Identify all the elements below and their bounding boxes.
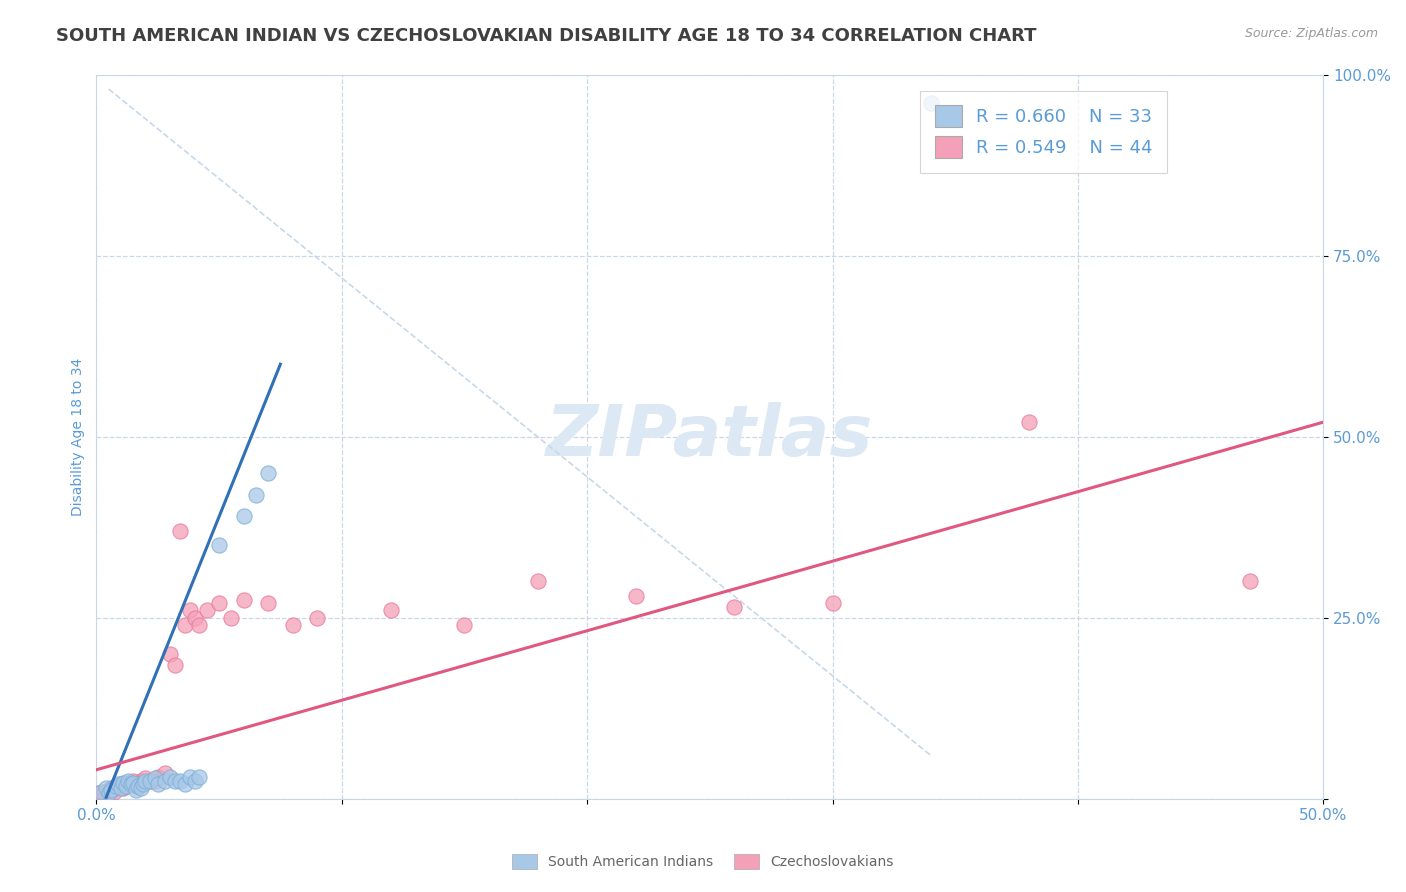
Point <box>232 509 254 524</box>
Point <box>134 773 156 788</box>
Point <box>100 780 122 795</box>
Point <box>100 783 122 797</box>
Point <box>90 784 112 798</box>
Point <box>139 773 162 788</box>
Point <box>232 592 254 607</box>
Point <box>124 783 146 797</box>
Point <box>723 599 745 614</box>
Point <box>245 487 267 501</box>
Point <box>139 773 162 788</box>
Point <box>1018 415 1040 429</box>
Point <box>163 773 186 788</box>
Point <box>257 466 280 480</box>
Point <box>114 779 136 793</box>
Point <box>146 777 169 791</box>
Legend: South American Indians, Czechoslovakians: South American Indians, Czechoslovakians <box>505 847 901 876</box>
Text: ZIPatlas: ZIPatlas <box>546 402 873 471</box>
Point <box>120 777 142 791</box>
Point <box>107 779 129 793</box>
Point <box>183 773 205 788</box>
Point <box>143 773 166 788</box>
Point <box>87 786 110 800</box>
Point <box>920 96 942 111</box>
Point <box>97 786 120 800</box>
Point <box>112 776 135 790</box>
Point <box>624 589 647 603</box>
Point <box>117 776 139 790</box>
Y-axis label: Disability Age 18 to 34: Disability Age 18 to 34 <box>72 358 86 516</box>
Point <box>146 770 169 784</box>
Point <box>122 773 145 788</box>
Point <box>179 770 201 784</box>
Point <box>129 780 152 795</box>
Point <box>208 538 231 552</box>
Point <box>257 596 280 610</box>
Point <box>380 603 402 617</box>
Point <box>107 777 129 791</box>
Point <box>169 524 191 538</box>
Point <box>127 777 149 791</box>
Point <box>110 780 132 795</box>
Point <box>159 647 181 661</box>
Point <box>183 610 205 624</box>
Point <box>117 773 139 788</box>
Point <box>153 766 176 780</box>
Point <box>169 773 191 788</box>
Text: SOUTH AMERICAN INDIAN VS CZECHOSLOVAKIAN DISABILITY AGE 18 TO 34 CORRELATION CHA: SOUTH AMERICAN INDIAN VS CZECHOSLOVAKIAN… <box>56 27 1036 45</box>
Point <box>143 772 166 786</box>
Point <box>134 772 156 786</box>
Text: Source: ZipAtlas.com: Source: ZipAtlas.com <box>1244 27 1378 40</box>
Point <box>527 574 550 589</box>
Point <box>195 603 218 617</box>
Point <box>163 657 186 672</box>
Point <box>104 780 127 795</box>
Point <box>132 777 155 791</box>
Point <box>179 603 201 617</box>
Point <box>173 618 195 632</box>
Point <box>122 776 145 790</box>
Point <box>188 770 211 784</box>
Point <box>1239 574 1261 589</box>
Point <box>114 779 136 793</box>
Point <box>153 773 176 788</box>
Point <box>188 618 211 632</box>
Point <box>96 780 118 795</box>
Point <box>159 770 181 784</box>
Point <box>104 779 127 793</box>
Point <box>93 784 115 798</box>
Point <box>281 618 304 632</box>
Point <box>110 777 132 791</box>
Point <box>453 618 475 632</box>
Point <box>129 773 152 788</box>
Legend: R = 0.660    N = 33, R = 0.549    N = 44: R = 0.660 N = 33, R = 0.549 N = 44 <box>920 91 1167 173</box>
Point <box>103 784 125 798</box>
Point <box>221 610 243 624</box>
Point <box>127 779 149 793</box>
Point <box>120 777 142 791</box>
Point <box>132 776 155 790</box>
Point <box>124 779 146 793</box>
Point <box>307 610 329 624</box>
Point <box>821 596 844 610</box>
Point <box>208 596 231 610</box>
Point <box>173 777 195 791</box>
Point <box>97 783 120 797</box>
Point <box>112 780 135 795</box>
